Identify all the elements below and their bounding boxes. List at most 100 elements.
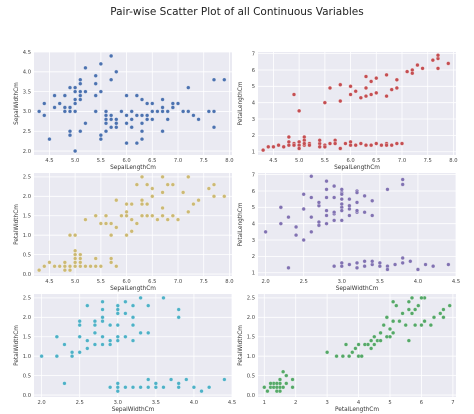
scatter-point: [379, 143, 384, 148]
scatter-point: [435, 66, 441, 71]
scatter-point: [384, 72, 389, 77]
scatter-point: [277, 381, 283, 386]
scatter-point: [67, 133, 73, 138]
scatter-point: [384, 94, 389, 99]
scatter-point: [378, 330, 383, 335]
scatter-point: [397, 319, 402, 324]
plot-area: [258, 52, 456, 155]
scatter-point: [150, 213, 155, 218]
scatter-point: [62, 109, 67, 114]
y-tick-label: 2.0: [23, 149, 31, 155]
y-tick-label: 3.0: [23, 109, 31, 115]
scatter-point: [391, 319, 396, 324]
scatter-point: [389, 87, 394, 92]
scatter-point: [108, 342, 113, 347]
scatter-point: [92, 330, 97, 335]
y-tick-label: 7: [252, 51, 255, 57]
scatter-point: [124, 213, 129, 218]
scatter-panel: 1 2 3 4 5 6 7 0.0 0.5 1.0 1.5 2.0 2.5 PetalLengthCm Pe…: [238, 294, 456, 413]
scatter-point: [37, 109, 42, 114]
x-axis-label: SepalLengthCm: [334, 165, 380, 171]
scatter-point: [222, 77, 227, 82]
scatter-point: [358, 141, 363, 146]
scatter-point: [297, 108, 302, 113]
scatter-point: [123, 385, 128, 390]
scatter-point: [322, 144, 327, 149]
scatter-point: [73, 233, 78, 238]
x-tick-label: 4.5: [269, 158, 277, 164]
scatter-point: [281, 144, 286, 149]
scatter-point: [129, 217, 134, 222]
x-tick-label: 4.5: [452, 279, 460, 285]
scatter-point: [78, 260, 83, 265]
scatter-point: [83, 217, 88, 222]
scatter-point: [322, 100, 327, 105]
y-tick-label: 2.5: [23, 175, 31, 181]
scatter-point: [370, 198, 375, 203]
y-tick-label: 2.5: [23, 296, 31, 302]
y-tick-label: 2.5: [23, 129, 31, 135]
scatter-point: [115, 381, 120, 386]
x-tick-label: 5.5: [97, 158, 105, 164]
scatter-point: [332, 195, 337, 200]
scatter-point: [413, 307, 418, 312]
scatter-point: [405, 69, 410, 74]
scatter-point: [108, 385, 113, 390]
x-tick-label: 2: [294, 400, 297, 406]
scatter-panel: 2.0 2.5 3.0 3.5 4.0 4.5 1 2 3 4 5 6 7 SepalWidthCm Pet…: [238, 172, 460, 292]
scatter-point: [374, 90, 379, 95]
scatter-point: [62, 264, 67, 269]
scatter-point: [138, 295, 143, 300]
x-tick-label: 8.0: [449, 158, 457, 164]
y-axis-label: PetalWidthCm: [14, 325, 20, 366]
scatter-point: [284, 381, 289, 386]
scatter-point: [419, 323, 424, 328]
scatter-point: [290, 385, 295, 390]
scatter-point: [130, 303, 136, 308]
x-tick-label: 4.5: [228, 400, 236, 406]
scatter-point: [301, 237, 306, 243]
scatter-point: [129, 109, 134, 114]
scatter-point: [363, 94, 369, 99]
x-tick-label: 6.0: [346, 158, 354, 164]
scatter-point: [384, 315, 389, 320]
y-tick-label: 1: [252, 271, 255, 277]
scatter-point: [370, 213, 375, 218]
scatter-point: [129, 202, 134, 207]
scatter-point: [161, 295, 166, 300]
scatter-panel: 4.5 5.0 5.5 6.0 6.5 7.0 7.5 8.0 0.0 0.5 1.0 1.5 2.0 2…: [14, 173, 234, 292]
scatter-point: [332, 264, 337, 269]
scatter-point: [98, 264, 103, 269]
scatter-point: [297, 139, 302, 144]
scatter-point: [387, 326, 393, 332]
scatter-point: [176, 385, 181, 390]
scatter-point: [206, 186, 211, 191]
scatter-point: [347, 262, 352, 267]
scatter-point: [184, 377, 189, 382]
x-tick-label: 8.0: [225, 158, 233, 164]
scatter-point: [139, 198, 145, 203]
scatter-point: [78, 264, 83, 269]
scatter-point: [170, 213, 175, 218]
scatter-point: [394, 141, 399, 146]
scatter-point: [145, 202, 150, 207]
scatter-point: [161, 385, 166, 390]
scatter-point: [211, 77, 217, 82]
scatter-point: [369, 143, 374, 148]
plot-area: [34, 52, 232, 155]
scatter-point: [369, 79, 374, 84]
scatter-point: [222, 377, 227, 382]
scatter-point: [145, 113, 150, 118]
y-tick-label: 5: [252, 84, 255, 90]
scatter-point: [347, 213, 352, 218]
scatter-point: [78, 93, 83, 98]
x-tick-label: 5.0: [295, 158, 303, 164]
scatter-point: [374, 76, 379, 81]
x-tick-label: 7.5: [200, 158, 208, 164]
scatter-point: [73, 85, 78, 90]
scatter-point: [73, 256, 78, 261]
scatter-point: [165, 182, 170, 187]
scatter-point: [387, 334, 393, 339]
y-tick-label: 1.0: [23, 233, 31, 239]
scatter-point: [409, 295, 415, 300]
